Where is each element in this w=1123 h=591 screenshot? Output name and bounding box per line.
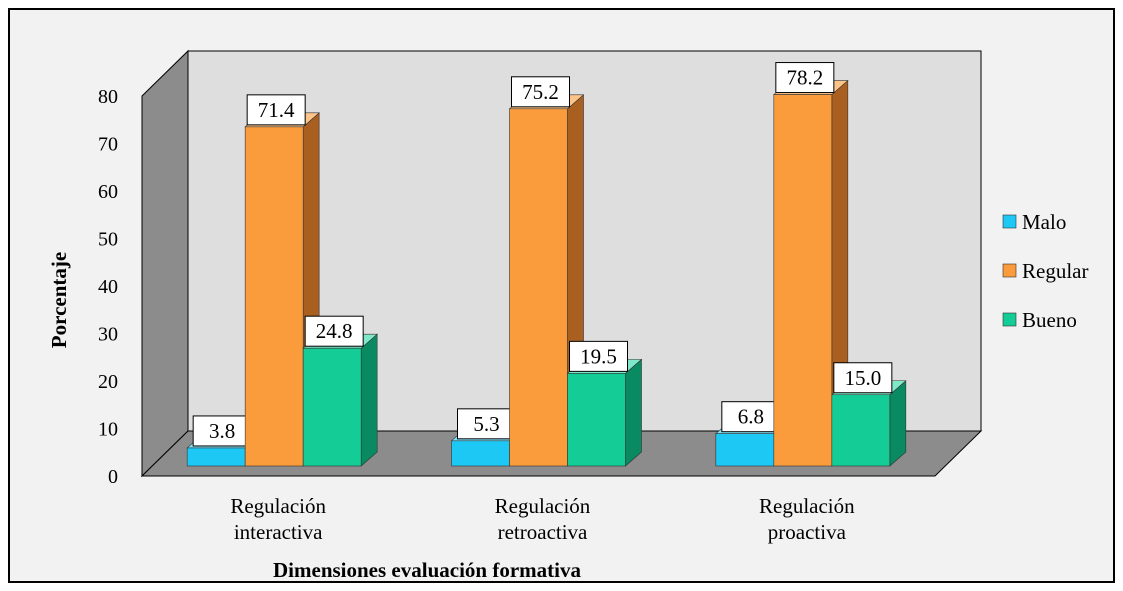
data-label: 19.5	[580, 344, 617, 368]
bar-bueno	[831, 394, 891, 467]
legend-swatch-bueno	[1002, 312, 1017, 327]
legend-entry-malo: Malo	[1022, 210, 1066, 234]
legend-swatch-regular	[1002, 263, 1017, 278]
x-tick-label: retroactiva	[498, 520, 588, 544]
data-label-box	[511, 76, 570, 108]
legend-entry-bueno: Bueno	[1022, 308, 1077, 332]
data-label: 6.8	[738, 405, 764, 429]
x-axis-title: Dimensiones evaluación formativa	[273, 558, 581, 582]
bar-side-bueno	[360, 333, 378, 467]
data-label: 3.8	[209, 419, 235, 443]
x-tick-label: Regulación	[230, 494, 326, 518]
bar-regular	[509, 108, 568, 467]
data-label-box	[192, 415, 252, 447]
y-tick-label: 40	[98, 276, 118, 298]
legend-entry-regular: Regular	[1022, 259, 1088, 283]
bar-malo	[715, 433, 775, 467]
x-tick-label: proactiva	[768, 520, 847, 544]
side-wall	[141, 49, 189, 478]
bar-bueno	[567, 373, 626, 467]
y-axis-title: Porcentaje	[47, 252, 71, 348]
x-tick-label: Regulación	[759, 494, 855, 518]
y-tick-label: 20	[98, 371, 118, 393]
data-label-box	[304, 315, 364, 347]
x-tick-label: interactiva	[234, 520, 323, 544]
bar-side-bueno	[889, 380, 907, 467]
y-tick-label: 10	[98, 419, 118, 441]
x-tick-label: Regulación	[495, 494, 591, 518]
bar-regular	[244, 126, 304, 467]
y-tick-label: 0	[108, 466, 118, 488]
bar-regular	[773, 94, 833, 467]
y-tick-label: 50	[98, 229, 118, 251]
data-label-box	[246, 94, 306, 126]
data-label: 78.2	[786, 66, 823, 90]
y-tick-label: 70	[98, 134, 118, 156]
data-label: 75.2	[522, 80, 559, 104]
data-label-box	[833, 362, 893, 394]
data-label-box	[569, 340, 628, 372]
data-label: 15.0	[844, 366, 881, 390]
data-label-box	[457, 408, 516, 440]
data-label-box	[721, 401, 781, 433]
y-tick-label: 60	[98, 181, 118, 203]
bar-bueno	[302, 347, 362, 467]
bar-malo	[186, 447, 246, 467]
y-tick-label: 80	[98, 86, 118, 108]
bar-malo	[451, 440, 510, 467]
data-label: 5.3	[473, 412, 499, 436]
legend-swatch-malo	[1002, 214, 1017, 229]
data-label: 71.4	[258, 98, 295, 122]
data-label: 24.8	[316, 319, 353, 343]
data-label-box	[775, 62, 835, 94]
bar-side-bueno	[625, 358, 642, 467]
y-tick-label: 30	[98, 324, 118, 346]
